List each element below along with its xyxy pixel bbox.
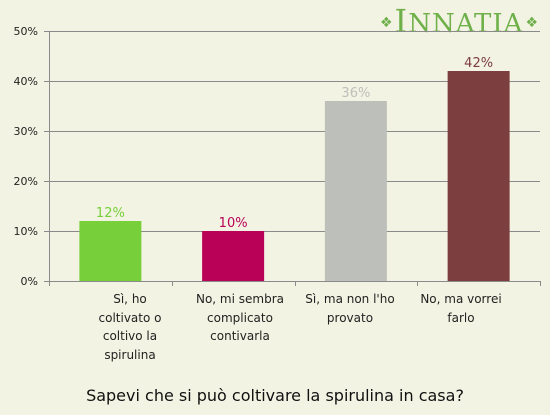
- data-label: 42%: [464, 56, 493, 71]
- category-label: No, ma vorrei farlo: [420, 292, 502, 325]
- y-tick-label: 20%: [14, 175, 38, 188]
- brand-logo: ❖ INNATIA ❖: [378, 4, 540, 41]
- bar: [202, 231, 265, 281]
- data-label: 36%: [341, 86, 370, 101]
- leaf-icon: ❖: [525, 14, 538, 31]
- data-label: 10%: [219, 216, 248, 231]
- bar: [447, 71, 510, 281]
- chart-title: Sapevi che si può coltivare la spirulina…: [86, 386, 464, 405]
- data-label: 12%: [96, 206, 125, 221]
- y-tick-label: 50%: [14, 25, 38, 38]
- category-label: Sì, ho coltivato o coltivo la spirulina: [98, 292, 162, 362]
- bar: [324, 101, 387, 281]
- y-tick-label: 40%: [14, 75, 38, 88]
- y-tick-label: 30%: [14, 125, 38, 138]
- logo-text: INNATIA: [394, 2, 524, 40]
- category-label: No, mi sembra complicato contivarla: [195, 292, 284, 343]
- category-label: Sì, ma non l'ho provato: [305, 292, 395, 325]
- leaf-icon: ❖: [379, 14, 393, 31]
- bar: [79, 221, 142, 281]
- y-tick-label: 0%: [21, 275, 38, 288]
- y-tick-label: 10%: [14, 225, 38, 238]
